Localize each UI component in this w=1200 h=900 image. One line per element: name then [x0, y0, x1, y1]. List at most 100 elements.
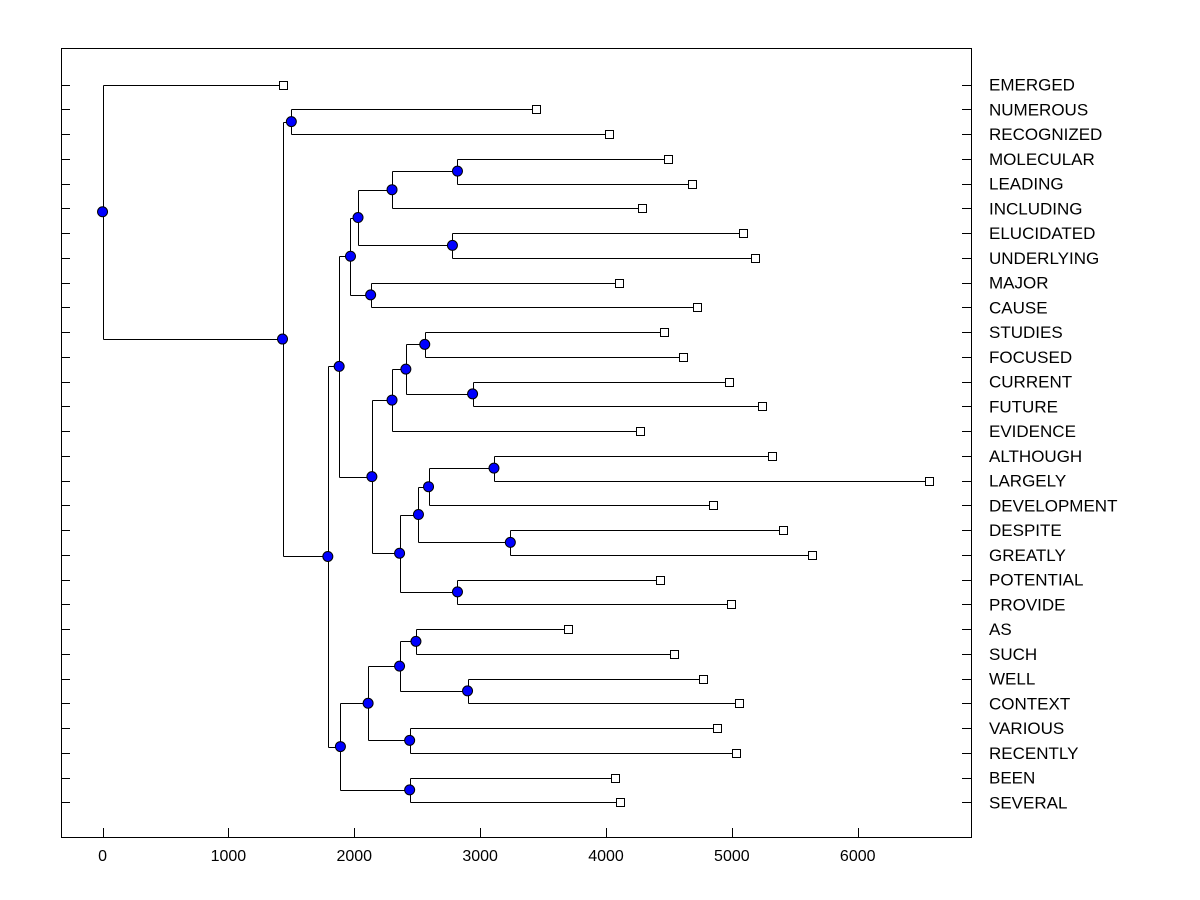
- node-marker: [352, 212, 364, 224]
- leaf-label: CONTEXT: [989, 694, 1070, 713]
- node-marker: [277, 333, 289, 345]
- node-marker: [362, 697, 374, 709]
- node-marker: [365, 289, 377, 301]
- leaf-marker: [532, 105, 541, 114]
- leaf-label: RECOGNIZED: [989, 125, 1102, 144]
- leaf-marker: [688, 180, 697, 189]
- node-marker: [333, 360, 345, 372]
- node-marker: [366, 471, 378, 483]
- node-marker: [410, 635, 422, 647]
- node-marker: [404, 734, 416, 746]
- leaf-label: PROVIDE: [989, 595, 1066, 614]
- leaf-label: SUCH: [989, 645, 1037, 664]
- leaf-marker: [779, 526, 788, 535]
- leaf-marker: [279, 81, 288, 90]
- leaf-marker: [664, 155, 673, 164]
- leaf-marker: [732, 749, 741, 758]
- x-tick-label: 4000: [588, 848, 624, 865]
- leaf-label: STUDIES: [989, 323, 1063, 342]
- node-marker: [394, 660, 406, 672]
- node-marker: [334, 741, 346, 753]
- node-marker: [404, 784, 416, 796]
- leaf-marker: [564, 625, 573, 634]
- leaf-label: MAJOR: [989, 274, 1049, 293]
- node-marker: [386, 394, 398, 406]
- leaf-marker: [636, 427, 645, 436]
- x-tick-label: 5000: [714, 848, 750, 865]
- leaf-marker: [616, 798, 625, 807]
- plot-frame: [61, 48, 972, 838]
- leaf-label: CAUSE: [989, 298, 1048, 317]
- leaf-label: MOLECULAR: [989, 150, 1095, 169]
- node-marker: [412, 509, 424, 521]
- leaf-labels: EMERGED NUMEROUS RECOGNIZED MOLECULAR LEADIN…: [989, 76, 1117, 813]
- leaf-marker: [660, 328, 669, 337]
- leaf-marker: [656, 576, 665, 585]
- leaf-marker: [739, 229, 748, 238]
- node-marker: [322, 550, 334, 562]
- leaf-marker: [725, 378, 734, 387]
- leaf-label: INCLUDING: [989, 199, 1083, 218]
- row-ticks: [61, 85, 971, 803]
- node-marker: [451, 165, 463, 177]
- leaf-label: RECENTLY: [989, 744, 1078, 763]
- leaf-label: EMERGED: [989, 76, 1075, 95]
- node-marker: [451, 586, 463, 598]
- leaf-label: DESPITE: [989, 521, 1062, 540]
- leaf-marker: [699, 675, 708, 684]
- x-tick-label: 3000: [462, 848, 498, 865]
- x-axis: 0 1000 2000 3000 4000 5000 6000: [98, 828, 876, 865]
- leaf-marker: [751, 254, 760, 263]
- leaf-label: VARIOUS: [989, 719, 1064, 738]
- x-tick-label: 2000: [336, 848, 372, 865]
- leaf-marker: [713, 724, 722, 733]
- leaf-label: NUMEROUS: [989, 100, 1088, 119]
- leaf-marker: [670, 650, 679, 659]
- leaf-marker: [768, 452, 777, 461]
- leaf-marker: [615, 279, 624, 288]
- node-marker: [285, 116, 297, 128]
- node-marker: [504, 536, 516, 548]
- x-tick-label: 0: [98, 848, 107, 865]
- node-marker: [462, 685, 474, 697]
- node-marker: [394, 547, 406, 559]
- node-marker: [423, 481, 435, 493]
- leaf-marker: [727, 600, 736, 609]
- leaf-label: LARGELY: [989, 472, 1066, 491]
- node-markers: [97, 116, 516, 796]
- node-marker: [488, 462, 500, 474]
- leaf-label: GREATLY: [989, 546, 1066, 565]
- leaf-label: BEEN: [989, 769, 1035, 788]
- leaf-label: ELUCIDATED: [989, 224, 1095, 243]
- dendrogram-branches: [103, 85, 930, 803]
- node-marker: [467, 388, 479, 400]
- leaf-label: EVIDENCE: [989, 422, 1076, 441]
- node-marker: [386, 184, 398, 196]
- leaf-marker: [925, 477, 934, 486]
- leaf-label: SEVERAL: [989, 793, 1067, 812]
- leaf-label: FOCUSED: [989, 348, 1072, 367]
- node-marker: [446, 239, 458, 251]
- leaf-label: LEADING: [989, 175, 1064, 194]
- leaf-label: CURRENT: [989, 373, 1072, 392]
- leaf-marker: [758, 402, 767, 411]
- leaf-markers: [279, 81, 934, 807]
- leaf-marker: [611, 774, 620, 783]
- x-tick-label: 1000: [211, 848, 247, 865]
- leaf-label: ALTHOUGH: [989, 447, 1082, 466]
- leaf-marker: [605, 130, 614, 139]
- leaf-label: WELL: [989, 670, 1035, 689]
- node-marker: [419, 338, 431, 350]
- leaf-marker: [638, 204, 647, 213]
- node-marker: [97, 206, 109, 218]
- leaf-label: FUTURE: [989, 397, 1058, 416]
- leaf-label: UNDERLYING: [989, 249, 1099, 268]
- leaf-marker: [679, 353, 688, 362]
- leaf-marker: [808, 551, 817, 560]
- leaf-marker: [709, 501, 718, 510]
- leaf-label: POTENTIAL: [989, 571, 1083, 590]
- node-marker: [344, 250, 356, 262]
- leaf-label: AS: [989, 620, 1012, 639]
- leaf-label: DEVELOPMENT: [989, 496, 1117, 515]
